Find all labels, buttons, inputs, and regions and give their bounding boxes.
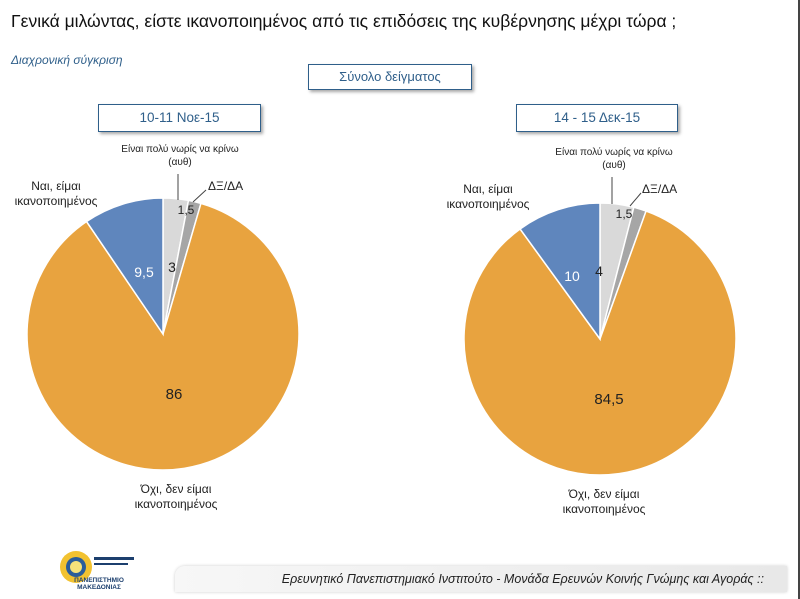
chart-2-category-label-1: Είναι πολύ νωρίς να κρίνω (αυθ) (555, 146, 673, 171)
chart-1-value-label-4: 9,5 (134, 264, 154, 280)
chart-2-value-label-1: 4 (595, 263, 603, 279)
chart-2-value-label-2: 1,5 (616, 207, 633, 221)
footer-strip (175, 566, 787, 592)
chart-1-leader-line-2 (192, 189, 207, 203)
chart-1-category-label-3: Όχι, δεν είμαι ικανοποιημένος (135, 482, 218, 511)
university-logo (60, 551, 134, 583)
chart-2-category-label-2: ΔΞ/ΔΑ (642, 182, 677, 196)
chart-1-slice-3 (26, 202, 300, 471)
chart-2-slice-3 (463, 210, 737, 476)
chart-2-date-box: 14 - 15 Δεκ-15 (516, 104, 678, 132)
chart-1-category-label-1: Είναι πολύ νωρίς να κρίνω (αυθ) (121, 143, 239, 168)
chart-1-date-box: 10-11 Noε-15 (98, 104, 261, 132)
subtitle: Διαχρονική σύγκριση (11, 53, 123, 67)
chart-2-value-label-3: 84,5 (594, 391, 623, 408)
chart-2-value-label-4: 10 (564, 268, 580, 284)
logo-text: ΠΑΝΕΠΙΣΤΗΜΙΟ ΜΑΚΕΔΟΝΙΑΣ (74, 577, 124, 591)
chart-1-value-label-1: 3 (168, 259, 176, 275)
chart-1-value-label-2: 1,5 (178, 203, 195, 217)
chart-2-category-label-3: Όχι, δεν είμαι ικανοποιημένος (563, 487, 646, 516)
chart-1-category-label-4: Ναι, είμαι ικανοποιημένος (15, 179, 98, 208)
chart-1-slice-4 (85, 197, 164, 337)
chart-1-category-label-2: ΔΞ/ΔΑ (208, 179, 243, 193)
chart-1-value-label-3: 86 (166, 386, 183, 403)
page-title: Γενικά μιλώντας, είστε ικανοποιημένος απ… (11, 11, 677, 31)
chart-2-category-label-4: Ναι, είμαι ικανοποιημένος (447, 182, 530, 211)
page-border (798, 0, 800, 599)
footer-text: Ερευνητικό Πανεπιστημιακό Ινστιτούτο - Μ… (281, 572, 764, 586)
chart-2-slice-4 (519, 202, 601, 342)
sample-label-box: Σύνολο δείγματος (308, 64, 472, 90)
chart-2-leader-line-2 (629, 192, 642, 207)
